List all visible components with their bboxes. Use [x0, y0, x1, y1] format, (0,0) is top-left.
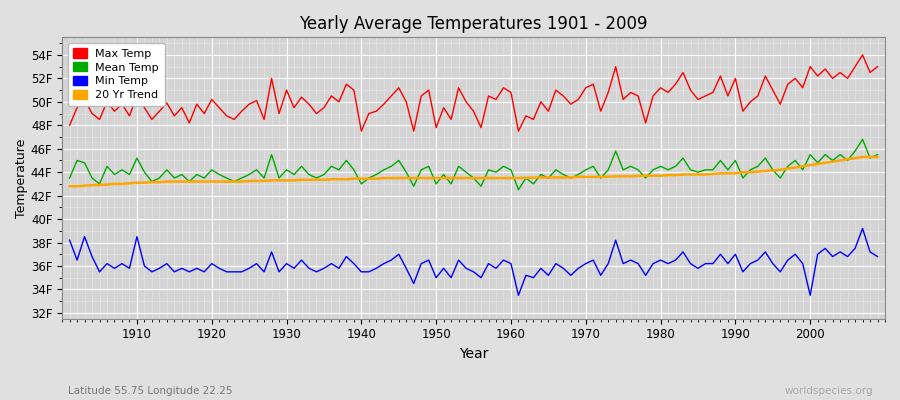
- Text: worldspecies.org: worldspecies.org: [785, 386, 873, 396]
- Title: Yearly Average Temperatures 1901 - 2009: Yearly Average Temperatures 1901 - 2009: [300, 15, 648, 33]
- X-axis label: Year: Year: [459, 347, 488, 361]
- Y-axis label: Temperature: Temperature: [15, 138, 28, 218]
- Text: Latitude 55.75 Longitude 22.25: Latitude 55.75 Longitude 22.25: [68, 386, 232, 396]
- Legend: Max Temp, Mean Temp, Min Temp, 20 Yr Trend: Max Temp, Mean Temp, Min Temp, 20 Yr Tre…: [68, 43, 165, 106]
